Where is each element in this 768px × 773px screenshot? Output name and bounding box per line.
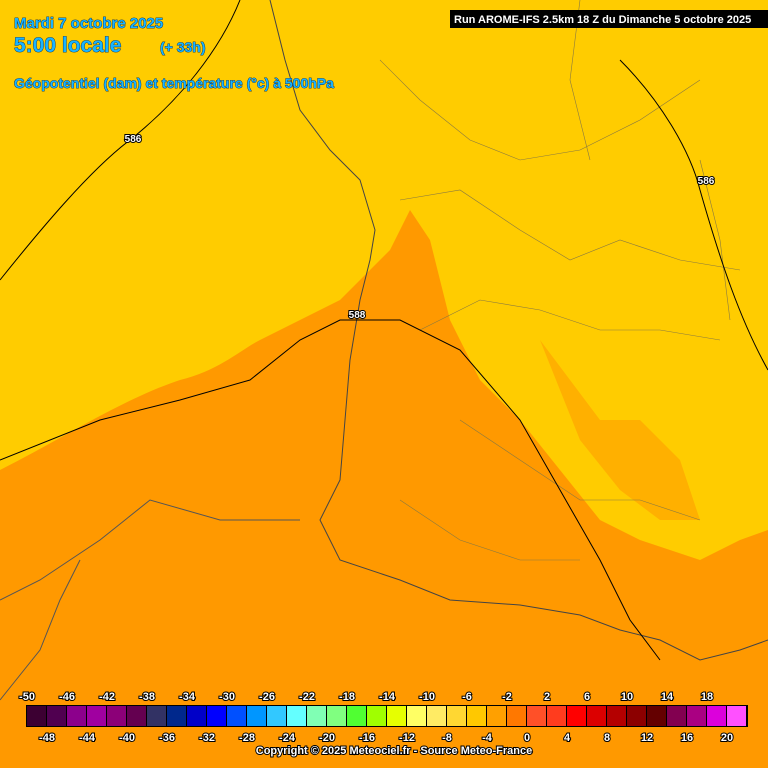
legend-swatch [667, 706, 686, 726]
lead: (+ 33h) [160, 39, 206, 55]
legend-label: -18 [339, 691, 355, 703]
legend-swatch [487, 706, 506, 726]
legend-label: -2 [502, 691, 512, 703]
legend-label: 0 [524, 732, 530, 744]
legend-swatch [707, 706, 726, 726]
legend-label: 10 [621, 691, 633, 703]
legend-label: -40 [119, 732, 135, 744]
legend-swatch [87, 706, 106, 726]
run-box [450, 10, 768, 28]
legend-swatch [367, 706, 386, 726]
legend-label: -42 [99, 691, 115, 703]
legend-swatch [647, 706, 666, 726]
legend-label: -8 [442, 732, 452, 744]
legend-label: 18 [701, 691, 713, 703]
warm-area-edge [540, 340, 700, 520]
legend-swatch [687, 706, 706, 726]
admin-borders [379, 0, 741, 561]
contour-label: 586 [125, 134, 142, 145]
legend-swatch [167, 706, 186, 726]
legend-swatch [327, 706, 346, 726]
legend-label: -38 [139, 691, 155, 703]
legend-swatch [507, 706, 526, 726]
legend-label: -28 [239, 732, 255, 744]
legend-label: -14 [379, 691, 396, 703]
legend-swatch [607, 706, 626, 726]
legend-swatch [287, 706, 306, 726]
legend-label: -24 [279, 732, 296, 744]
legend-label: 16 [681, 732, 693, 744]
contour-line [619, 59, 768, 371]
legend-label: -46 [59, 691, 75, 703]
legend-swatch [227, 706, 246, 726]
time: 5:00 locale [14, 34, 121, 57]
date: Mardi 7 octobre 2025 [14, 15, 163, 32]
legend-label: -6 [462, 691, 472, 703]
contour-line [0, 0, 241, 281]
legend-swatch [427, 706, 446, 726]
field: Géopotentiel (dam) et température (°c) à… [14, 75, 334, 91]
legend-label: 4 [564, 732, 571, 744]
legend-label: -30 [219, 691, 235, 703]
warm-area [0, 210, 768, 768]
legend-label: 20 [721, 732, 733, 744]
legend-label: -34 [179, 691, 196, 703]
legend-swatch [407, 706, 426, 726]
legend-swatch [547, 706, 566, 726]
legend-label: 2 [544, 691, 550, 703]
legend-swatch [387, 706, 406, 726]
legend-label: -4 [482, 732, 493, 744]
legend-label: 8 [604, 732, 610, 744]
legend-swatch [567, 706, 586, 726]
legend-label: -26 [259, 691, 275, 703]
legend-label: -10 [419, 691, 435, 703]
legend-label: -32 [199, 732, 215, 744]
contour-label: 588 [349, 310, 366, 321]
contour-label: 586 [698, 176, 715, 187]
legend-swatch [47, 706, 66, 726]
legend-label: -44 [79, 732, 96, 744]
coastline [269, 0, 768, 661]
contour-line [0, 319, 661, 661]
legend-swatch [587, 706, 606, 726]
legend-label: -50 [19, 691, 35, 703]
legend-label: -16 [359, 732, 375, 744]
legend-label: -36 [159, 732, 175, 744]
legend-swatch [447, 706, 466, 726]
legend-label: 14 [661, 691, 674, 703]
legend-label: -12 [399, 732, 415, 744]
legend-swatch [527, 706, 546, 726]
legend-swatch [247, 706, 266, 726]
legend-swatch [147, 706, 166, 726]
legend-label: -22 [299, 691, 315, 703]
run: Run AROME-IFS 2.5km 18 Z du Dimanche 5 o… [454, 14, 751, 26]
legend-label: 6 [584, 691, 590, 703]
legend-swatch [67, 706, 86, 726]
region-borders [0, 499, 300, 701]
legend-swatch [347, 706, 366, 726]
legend-label: -48 [39, 732, 55, 744]
legend-swatch [187, 706, 206, 726]
legend-swatch [107, 706, 126, 726]
legend-swatch [307, 706, 326, 726]
legend-swatch [27, 706, 46, 726]
legend-swatch [627, 706, 646, 726]
legend-label: 12 [641, 732, 653, 744]
legend-swatch [127, 706, 146, 726]
legend-swatch [727, 706, 746, 726]
copyright: Copyright © 2025 Meteociel.fr - Source M… [256, 745, 532, 757]
legend-label: -20 [319, 732, 335, 744]
legend-swatch [207, 706, 226, 726]
legend-swatch [467, 706, 486, 726]
legend-swatch [267, 706, 286, 726]
